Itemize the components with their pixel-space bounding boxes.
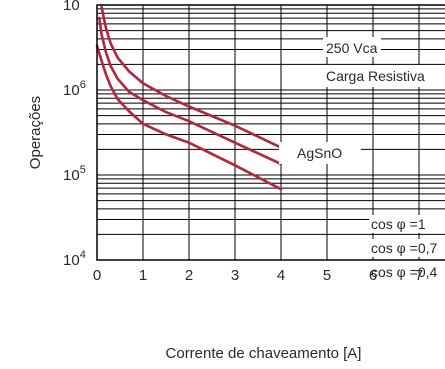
y-tick-label: 104 bbox=[63, 249, 86, 269]
annotation-box bbox=[323, 37, 381, 57]
series-line bbox=[100, 5, 283, 149]
x-tick-label: 0 bbox=[93, 267, 101, 284]
y-tick-label: 106 bbox=[63, 79, 86, 99]
x-axis-label: Corrente de chaveamento [A] bbox=[166, 345, 362, 362]
y-tick-label: 105 bbox=[63, 164, 86, 184]
annotation-box bbox=[323, 65, 429, 87]
annotation-load: Carga Resistiva bbox=[326, 68, 425, 84]
x-tick-label: 4 bbox=[277, 267, 285, 284]
x-tick-label: 1 bbox=[139, 267, 147, 284]
annotation-box bbox=[279, 142, 361, 164]
legend-box bbox=[369, 239, 445, 257]
x-tick-label: 2 bbox=[185, 267, 193, 284]
y-tick-label: 10 bbox=[63, 0, 80, 14]
legend-label: cos φ =0,4 bbox=[371, 264, 437, 280]
series-line bbox=[98, 16, 283, 166]
x-tick-label: 3 bbox=[231, 267, 239, 284]
annotation-material: AgSnO bbox=[297, 145, 342, 161]
x-tick-label: 7 bbox=[415, 267, 423, 284]
annotations: 250 Vca Carga Resistiva AgSnO cos φ =1 cos φ… bbox=[279, 37, 445, 281]
legend-box bbox=[369, 215, 445, 233]
legend-box bbox=[369, 263, 445, 281]
legend-label: cos φ =0,7 bbox=[371, 240, 437, 256]
series-line bbox=[95, 44, 283, 191]
y-axis-label: Operações bbox=[27, 96, 44, 169]
axes: 0 1 2 3 4 5 6 7 10 106 105 104 Corrente de chaveamen… bbox=[27, 0, 445, 362]
x-tick-label: 6 bbox=[369, 267, 377, 284]
annotation-voltage: 250 Vca bbox=[326, 40, 378, 56]
legend-label: cos φ =1 bbox=[371, 216, 426, 232]
curves bbox=[95, 5, 283, 191]
x-tick-label: 5 bbox=[323, 267, 331, 284]
plot-frame bbox=[96, 4, 445, 261]
